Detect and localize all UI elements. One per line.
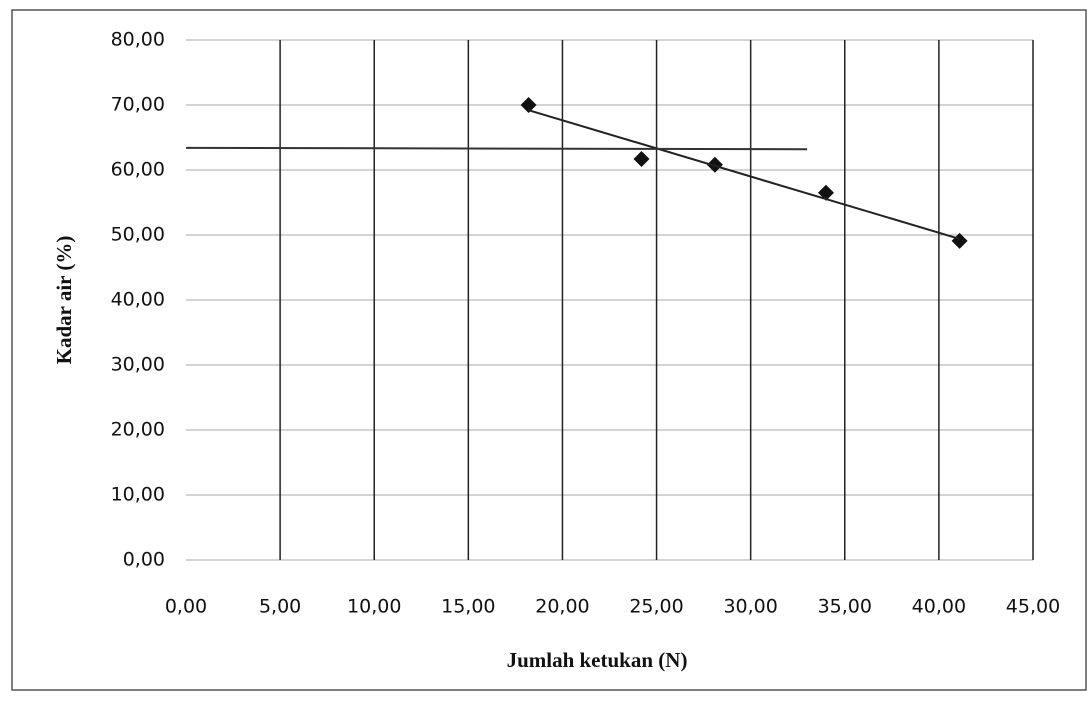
- y-tick-label: 70,00: [111, 94, 165, 116]
- point: [633, 150, 650, 167]
- x-tick-label: 15,00: [441, 596, 495, 618]
- x-tick-label: 0,00: [165, 596, 207, 618]
- x-tick-label: 10,00: [347, 596, 401, 618]
- x-tick-label: 25,00: [629, 596, 683, 618]
- y-tick-label: 60,00: [111, 159, 165, 181]
- point: [520, 97, 537, 113]
- x-tick-label: 45,00: [1006, 596, 1060, 618]
- y-tick-label: 20,00: [111, 419, 165, 441]
- x-tick-label: 20,00: [535, 596, 589, 618]
- x-tick-label: 40,00: [912, 596, 966, 618]
- chart-frame: [11, 9, 1087, 691]
- x-tick-label: 30,00: [723, 596, 777, 618]
- y-tick-label: 50,00: [111, 224, 165, 246]
- y-tick-label: 0,00: [123, 549, 165, 571]
- x-axis-title: Jumlah ketukan (N): [507, 648, 688, 672]
- y-axis-title: Kadar air (%): [52, 236, 76, 365]
- y-tick-label: 40,00: [111, 289, 165, 311]
- point: [817, 184, 834, 201]
- x-tick-label: 35,00: [818, 596, 872, 618]
- line: [185, 146, 808, 151]
- y-tick-label: 30,00: [111, 354, 165, 376]
- line: [528, 109, 960, 240]
- y-tick-label: 10,00: [111, 484, 165, 506]
- y-tick-label: 80,00: [111, 29, 165, 51]
- x-tick-label: 5,00: [259, 596, 301, 618]
